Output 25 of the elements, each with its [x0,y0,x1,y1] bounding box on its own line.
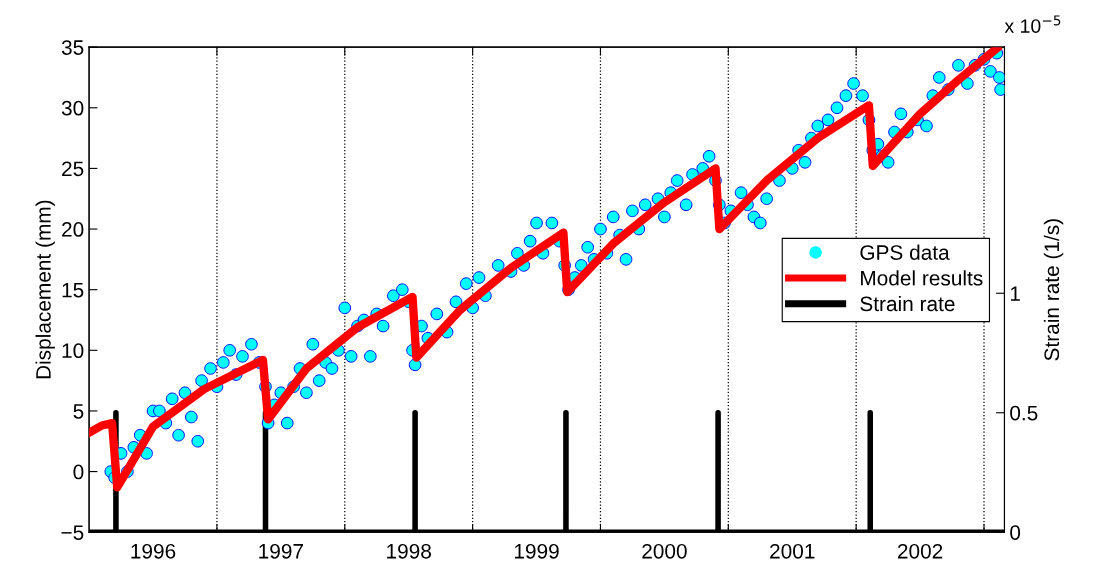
y-tick-label: 25 [62,161,84,177]
x-tick-label: 2001 [770,543,815,559]
y-tick-label: 5 [73,404,84,419]
y-tick-label: 30 [61,100,84,116]
x-tick-label: 2002 [897,543,943,559]
legend-label: Strain rate [860,295,955,312]
y-tick-label: 35 [61,40,84,55]
y2-axis-title: Strain rate (1/s) [1043,219,1064,361]
y-tick-label: 15 [62,282,84,298]
legend-label: Model results [861,270,983,286]
y2-tick-label: 0.5 [1010,405,1038,421]
x-tick-label: 1998 [387,543,431,559]
text: x 10$^{−5}$ [1004,15,1061,33]
x-tick-label: 1997 [259,543,303,559]
y-axis-title: Displacement (mm) [35,200,55,379]
legend-label: GPS data [860,244,950,260]
y2-tick-label: 0 [1010,525,1021,540]
x-tick-label: 1999 [514,543,559,559]
y-tick-label: 0 [73,464,84,480]
x-tick-label: 2000 [642,543,687,559]
x-tick-label: 1996 [131,543,176,559]
y-tick-label: 20 [62,222,84,237]
y-tick-label: −5 [61,525,84,540]
y-tick-label: 10 [62,343,84,359]
y2-tick-label: 1 [1010,286,1020,301]
